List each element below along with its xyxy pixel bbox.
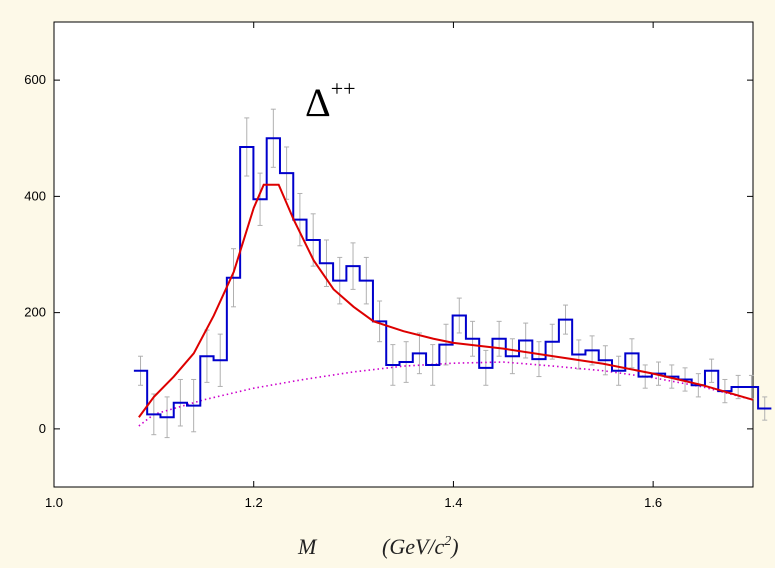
y-tick-label: 400: [24, 188, 46, 203]
plot-area: [53, 21, 754, 488]
fit-curve: [138, 183, 754, 418]
x-tick-label: 1.0: [45, 495, 63, 510]
axis-ticks: 1.0 1.2 1.4 1.6 0 200 400 600: [24, 22, 753, 510]
x-axis-units-close: ): [449, 534, 458, 559]
x-tick-label: 1.6: [644, 495, 662, 510]
y-tick-label: 200: [24, 305, 46, 320]
x-axis-variable: M: [297, 534, 318, 559]
title-superscript: ++: [331, 76, 356, 101]
x-axis-label: M (GeV/c2): [297, 534, 459, 559]
y-tick-label: 0: [39, 421, 46, 436]
x-tick-label: 1.2: [245, 495, 263, 510]
x-tick-label: 1.4: [444, 495, 462, 510]
y-tick-label: 600: [24, 72, 46, 87]
x-axis-units-exponent: 2: [444, 534, 451, 549]
chart-title: Δ++: [305, 76, 356, 125]
x-axis-units: (GeV/c: [382, 534, 445, 559]
